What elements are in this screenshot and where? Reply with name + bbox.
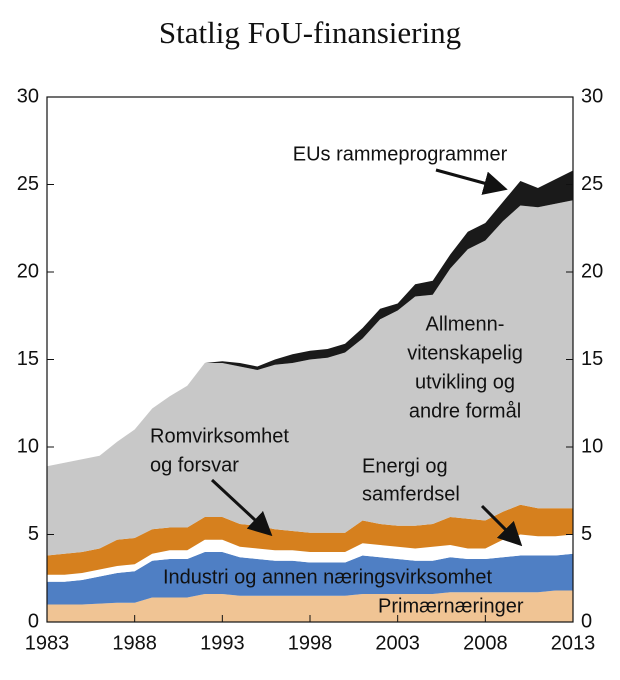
y-tick-label: 5 bbox=[28, 523, 39, 545]
y2-tick-label: 0 bbox=[581, 610, 592, 632]
x-tick-label: 1998 bbox=[288, 632, 333, 654]
series-label: utvikling og bbox=[415, 371, 515, 393]
series-label: EUs rammeprogrammer bbox=[293, 143, 508, 165]
y2-tick-label: 25 bbox=[581, 173, 603, 195]
area bbox=[47, 590, 573, 622]
x-tick-label: 2008 bbox=[463, 632, 508, 654]
series-label: samferdsel bbox=[362, 483, 460, 505]
series-label: vitenskapelig bbox=[407, 342, 523, 364]
y2-tick-label: 10 bbox=[581, 435, 603, 457]
series-label: Energi og bbox=[362, 455, 448, 477]
x-tick-label: 2003 bbox=[375, 632, 420, 654]
arrow bbox=[435, 168, 508, 195]
series-label: Industri og annen næringsvirksomhet bbox=[163, 566, 493, 588]
area bbox=[47, 170, 573, 467]
chart-title: Statlig FoU-finansiering bbox=[159, 15, 461, 50]
series-label: Allmenn- bbox=[426, 313, 505, 335]
y-tick-label: 15 bbox=[17, 348, 39, 370]
y-tick-label: 25 bbox=[17, 173, 39, 195]
y2-tick-label: 30 bbox=[581, 85, 603, 107]
y-tick-label: 20 bbox=[17, 260, 39, 282]
series-label: Romvirksomhet bbox=[150, 425, 289, 447]
series-label: Primærnæringer bbox=[378, 595, 524, 617]
y-tick-label: 30 bbox=[17, 85, 39, 107]
x-tick-label: 2013 bbox=[551, 632, 596, 654]
area bbox=[47, 504, 573, 575]
y-tick-label: 10 bbox=[17, 435, 39, 457]
x-tick-label: 1988 bbox=[112, 632, 157, 654]
y-tick-label: 0 bbox=[28, 610, 39, 632]
series-label: og forsvar bbox=[150, 454, 239, 476]
series-label: andre formål bbox=[409, 400, 521, 422]
x-tick-label: 1993 bbox=[200, 632, 245, 654]
x-tick-label: 1983 bbox=[25, 632, 70, 654]
area bbox=[47, 552, 573, 605]
arrow bbox=[210, 478, 273, 537]
y2-tick-label: 5 bbox=[581, 523, 592, 545]
area bbox=[47, 200, 573, 556]
y2-tick-label: 15 bbox=[581, 348, 603, 370]
y2-tick-label: 20 bbox=[581, 260, 603, 282]
area bbox=[47, 534, 573, 582]
arrow bbox=[480, 504, 523, 547]
